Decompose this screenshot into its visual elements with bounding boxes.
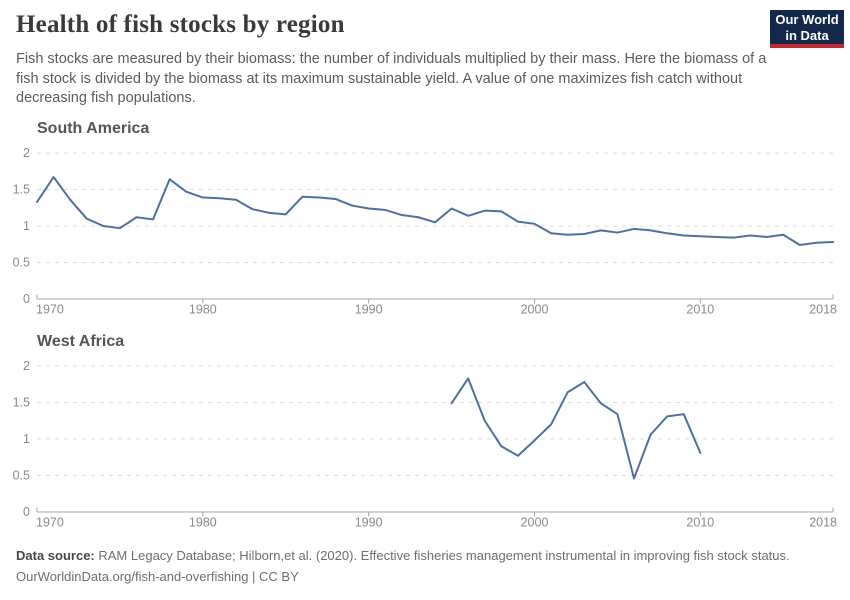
owid-logo-accent-bar bbox=[770, 44, 844, 48]
chart-title-south-america: South America bbox=[37, 120, 150, 137]
y-tick-label: 1 bbox=[23, 432, 30, 446]
datasource-line: Data source: RAM Legacy Database; Hilbor… bbox=[16, 545, 836, 566]
x-tick-label: 2018 bbox=[809, 303, 837, 317]
x-tick-label: 1970 bbox=[36, 516, 64, 530]
y-tick-label: 1 bbox=[23, 219, 30, 233]
x-tick-label: 1980 bbox=[189, 516, 217, 530]
x-tick-label: 1990 bbox=[355, 516, 383, 530]
line-chart-west-africa: 0 0.5 1 1.5 2 1970 1980 1990 2000 2010 2018 bbox=[13, 359, 837, 530]
owid-logo-text: Our World in Data bbox=[770, 10, 844, 44]
x-tick-label: 1990 bbox=[355, 303, 383, 317]
y-tick-label: 0.5 bbox=[13, 256, 30, 270]
y-tick-label: 0 bbox=[23, 505, 30, 519]
y-tick-label: 2 bbox=[23, 146, 30, 160]
owid-logo: Our World in Data bbox=[770, 10, 844, 48]
x-tick-label: 1970 bbox=[36, 303, 64, 317]
x-tick-label: 2010 bbox=[686, 516, 714, 530]
x-tick-label: 2010 bbox=[686, 303, 714, 317]
owid-logo-line1: Our World bbox=[775, 12, 839, 27]
license-line: OurWorldinData.org/fish-and-overfishing … bbox=[16, 569, 299, 584]
data-line-west-africa bbox=[450, 377, 702, 480]
y-tick-label: 1.5 bbox=[13, 396, 30, 410]
owid-logo-line2: in Data bbox=[785, 27, 829, 43]
datasource-label: Data source: bbox=[16, 548, 95, 563]
line-chart-south-america: 0 0.5 1 1.5 2 1970 1980 1990 2000 2010 2018 bbox=[13, 146, 837, 317]
y-tick-label: 1.5 bbox=[13, 183, 30, 197]
datasource-text: RAM Legacy Database; Hilborn,et al. (202… bbox=[98, 548, 790, 563]
chart-footer: Data source: RAM Legacy Database; Hilbor… bbox=[16, 545, 836, 587]
data-line-south-america bbox=[36, 176, 834, 246]
x-tick-label: 2000 bbox=[521, 303, 549, 317]
x-tick-label: 2000 bbox=[521, 516, 549, 530]
y-tick-label: 2 bbox=[23, 359, 30, 373]
y-tick-label: 0 bbox=[23, 292, 30, 306]
x-tick-label: 2018 bbox=[809, 516, 837, 530]
chart-title-west-africa: West Africa bbox=[37, 333, 125, 350]
y-tick-label: 0.5 bbox=[13, 469, 30, 483]
chart-subtitle: Fish stocks are measured by their biomas… bbox=[16, 51, 767, 106]
x-tick-label: 1980 bbox=[189, 303, 217, 317]
page-title: Health of fish stocks by region bbox=[16, 11, 345, 38]
